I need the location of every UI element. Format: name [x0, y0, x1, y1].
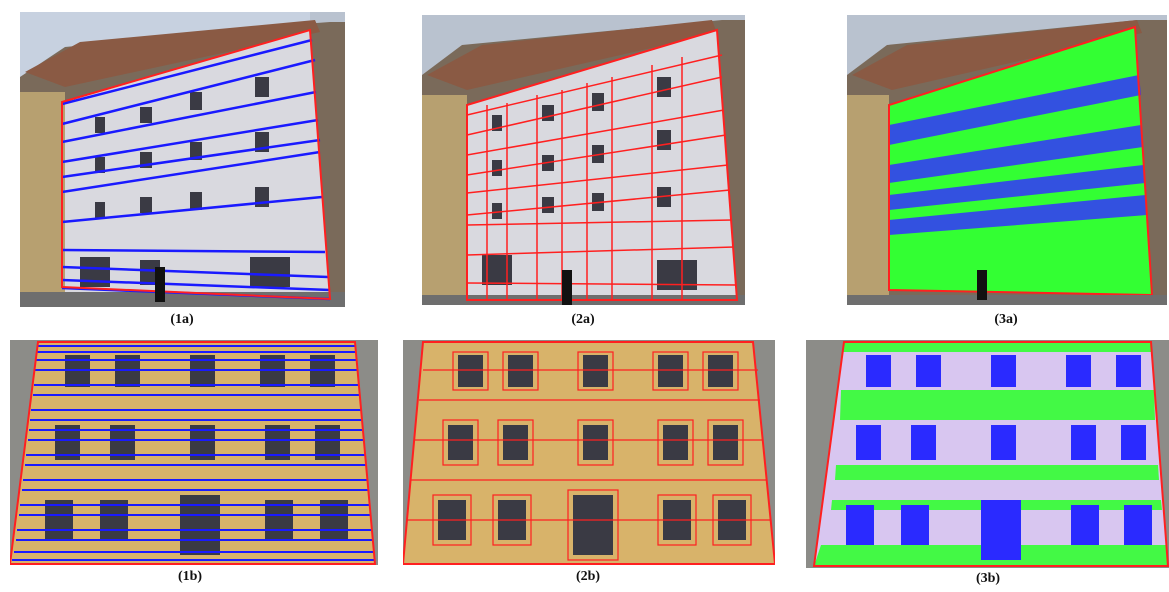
facade-photo-2a	[422, 15, 745, 305]
caption-1b: (1b)	[177, 569, 203, 584]
panel-1b	[10, 340, 378, 565]
caption-1a: (1a)	[170, 312, 194, 327]
panel-2a	[422, 15, 745, 305]
panel-2b	[403, 340, 775, 565]
caption-2a: (2a)	[571, 312, 595, 327]
caption-3b: (3b)	[975, 571, 1001, 586]
facade-photo-3b	[806, 340, 1169, 568]
panel-1a	[20, 12, 345, 307]
caption-2b: (2b)	[575, 569, 601, 584]
facade-photo-2b	[403, 340, 775, 565]
caption-3a: (3a)	[994, 312, 1018, 327]
panel-3b	[806, 340, 1169, 568]
facade-photo-3a	[847, 15, 1167, 305]
panel-3a	[847, 15, 1167, 305]
facade-photo-1b	[10, 340, 378, 565]
facade-photo-1a	[20, 12, 345, 307]
